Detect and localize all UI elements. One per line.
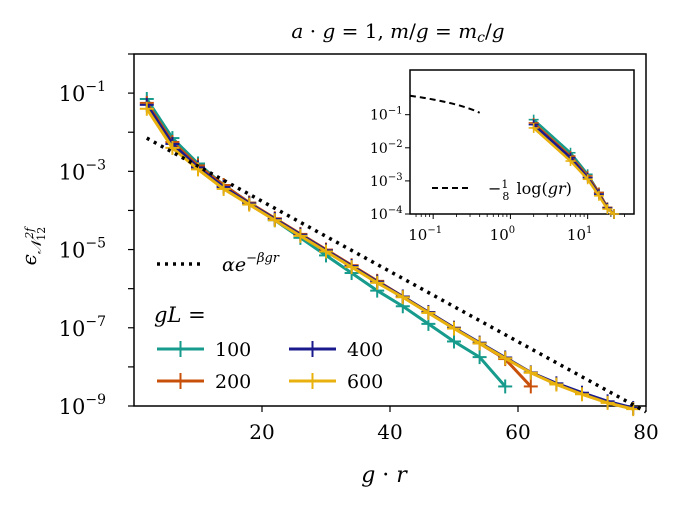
x-tick-label: 80 (633, 420, 658, 444)
inset-y-tick-label: 10−3 (370, 172, 403, 190)
inset-reference-curve (409, 94, 481, 114)
y-tick-label: 10−7 (59, 314, 106, 341)
inset-series-600-point (582, 174, 593, 185)
y-tick-label: 10−3 (59, 157, 106, 184)
series-600-point (139, 101, 154, 116)
y-tick-label: 10−1 (59, 79, 106, 106)
series-600-point (165, 140, 180, 155)
series-600-point (319, 244, 333, 259)
inset-series-600-point (602, 204, 613, 215)
series-600-point (370, 275, 385, 290)
series-600-point (267, 213, 282, 228)
inset-plot: 10−1 100 101 10−1 10−2 10−3 10−4 −1 8 log(gr) (370, 69, 635, 244)
inset-series-600-point (565, 156, 576, 167)
legend-item-200: 200 (157, 371, 251, 393)
main-ticks: 20 40 60 80 10−1 10−3 10−5 10−7 10−9 (59, 53, 659, 444)
inset-x-tick-label: 10−1 (408, 225, 442, 244)
series-100-point (447, 334, 461, 349)
y-axis-label: ϵ𝒩122f (17, 226, 48, 266)
x-tick-label: 60 (505, 420, 530, 444)
series-600-point (293, 228, 308, 243)
y-tick-label: 10−9 (59, 392, 106, 419)
chart-title: a · g = 1, m/g = mc/g (291, 19, 504, 46)
fit-legend-label: αe−βgr (222, 251, 280, 276)
x-axis-label: g · r (361, 463, 408, 488)
legend-label: 600 (347, 371, 383, 393)
inset-series-600-line (532, 127, 615, 216)
series-600-point (421, 305, 436, 320)
series-600-line (145, 107, 634, 411)
series-200-point (523, 379, 538, 394)
fit-legend: αe−βgr (157, 251, 280, 276)
series-600-point (472, 336, 487, 351)
series-600-point (242, 197, 257, 212)
x-tick-label: 20 (249, 420, 274, 444)
inset-legend-label: −1 8 log(gr) (488, 178, 572, 203)
x-tick-label: 40 (377, 420, 402, 444)
legend-item-100: 100 (157, 339, 251, 361)
legend-title: gL = (154, 303, 206, 327)
main-series (139, 91, 647, 417)
legend-item-600: 600 (289, 371, 383, 393)
inset-series-600-point (528, 122, 539, 133)
inset-y-tick-label: 10−2 (370, 139, 403, 157)
legend-label: 400 (347, 339, 383, 361)
series-600-point (600, 395, 615, 410)
series-100-point (472, 350, 487, 365)
series-600-point (447, 321, 461, 336)
series-600-point (523, 365, 538, 380)
series-600-point (395, 290, 410, 305)
inset-x-tick-label: 101 (567, 225, 592, 244)
inset-series-600-point (593, 190, 604, 201)
y-tick-label: 10−5 (59, 236, 106, 263)
inset-x-tick-label: 100 (490, 225, 515, 244)
inset-y-tick-label: 10−4 (370, 205, 403, 223)
series-600-point (575, 387, 589, 402)
series-600-point (216, 181, 231, 196)
svg-text:ϵ𝒩122f: ϵ𝒩122f (17, 226, 48, 266)
fit-line (145, 136, 647, 414)
series-600-point (498, 351, 513, 366)
legend-label: 100 (215, 339, 251, 361)
legend: gL = 100 200 400 600 (154, 303, 383, 393)
inset-y-tick-label: 10−1 (370, 106, 403, 124)
inset-series-600-point (609, 209, 620, 219)
legend-label: 200 (215, 371, 251, 393)
series-600-point (549, 377, 564, 392)
legend-item-400: 400 (289, 339, 383, 361)
series-100-point (498, 379, 513, 394)
series-600-point (344, 260, 359, 275)
